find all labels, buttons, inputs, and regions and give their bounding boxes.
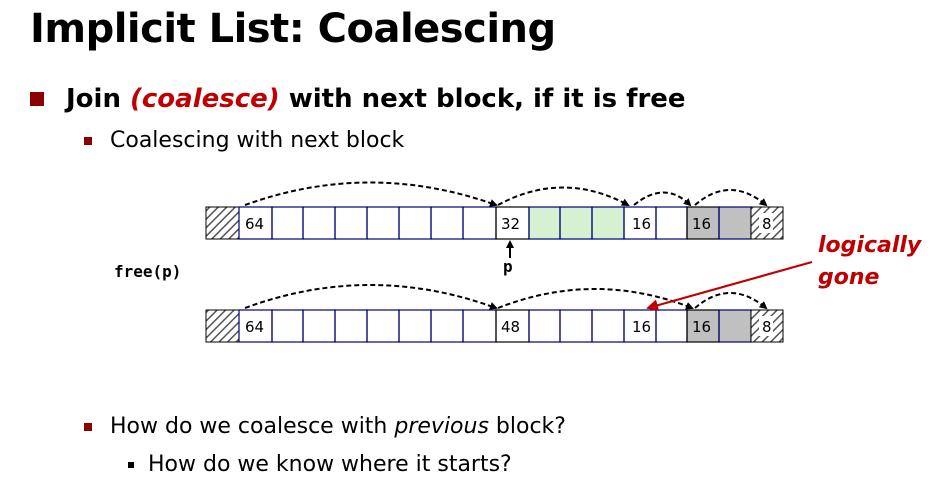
bullet-join: Join (coalesce) with next block, if it i… [30,84,686,114]
header-8: 8 [762,318,772,336]
logically-gone-arrow [646,260,813,312]
square-bullet-icon [84,422,92,431]
heap-after: 64 48 16 16 8 [205,284,784,343]
sub-bullet-next-text: Coalescing with next block [110,128,405,153]
header-16-b: 16 [692,318,711,336]
prologue-block [205,309,240,343]
epilogue-label-bg [759,213,773,233]
bullet-join-prefix: Join [66,84,131,114]
annotation-line1: logically [818,233,922,258]
slide-title: Implicit List: Coalescing [30,6,556,52]
heap-before: 64 32 16 16 8 [205,181,784,258]
header-16-b: 16 [692,215,711,233]
bullet-join-suffix: with next block, if it is free [279,84,686,114]
sub-bullet-previous-suffix: block? [488,414,566,439]
sub-bullet-next: Coalescing with next block [84,128,404,153]
annotation-line2: gone [818,265,880,290]
sub-sub-bullet-start-text: How do we know where it starts? [148,452,512,477]
header-16-a: 16 [632,215,651,233]
next-block-arcs [244,181,768,207]
header-48: 48 [501,318,520,336]
free-call-label: free(p) [114,262,182,281]
pointer-label: p [503,257,513,276]
sub-sub-bullet-start: How do we know where it starts? [128,452,512,477]
header-32: 32 [501,215,520,233]
cell-grid [238,309,752,343]
header-16-gone: 16 [632,318,651,336]
sub-bullet-previous-prefix: How do we coalesce with [110,414,395,439]
square-bullet-icon [84,136,92,145]
logically-gone-annotation: logically gone [818,230,921,294]
header-8: 8 [762,215,772,233]
sub-bullet-previous: How do we coalesce with previous block? [84,414,566,439]
bullet-join-emphasis: (coalesce) [130,84,280,114]
sub-bullet-previous-emphasis: previous [394,414,489,439]
square-bullet-icon [30,92,44,106]
dot-bullet-icon [128,461,134,468]
cell-grid [238,206,752,240]
prologue-block [205,206,240,240]
free-block-fill [529,207,624,239]
header-64: 64 [245,318,264,336]
next-block-arcs [244,284,768,310]
epilogue-label-bg [759,316,773,336]
header-64: 64 [245,215,264,233]
